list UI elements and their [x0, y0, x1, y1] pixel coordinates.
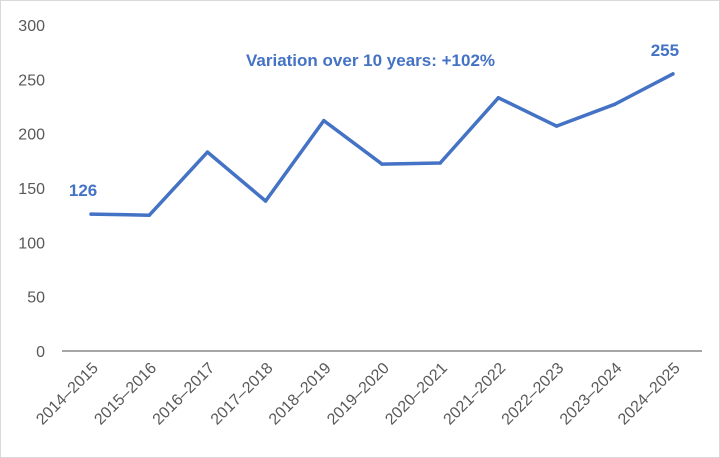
x-tick-label: 2020–2021: [382, 360, 451, 429]
data-label: 255: [651, 41, 679, 60]
x-tick-label: 2014–2015: [33, 360, 102, 429]
y-tick-label: 250: [18, 72, 45, 89]
x-tick-label: 2018–2019: [266, 360, 335, 429]
data-point: [322, 118, 326, 123]
y-tick-label: 300: [18, 18, 45, 35]
x-tick-label: 2016–2017: [150, 360, 219, 429]
data-point: [89, 212, 93, 216]
y-axis-ticks: 0 50 100 150 200 250 300: [18, 18, 45, 361]
x-tick-label: 2022–2023: [499, 360, 568, 429]
y-tick-label: 200: [18, 127, 45, 144]
y-tick-label: 50: [27, 290, 45, 307]
data-points: [89, 72, 675, 217]
x-tick-label: 2024–2025: [615, 360, 684, 429]
y-tick-label: 0: [36, 344, 45, 361]
x-tick-label: 2019–2020: [324, 360, 393, 429]
data-label: 126: [69, 181, 97, 200]
data-labels: 126 255: [69, 41, 679, 200]
x-tick-label: 2017–2018: [208, 360, 277, 429]
data-point: [496, 96, 501, 100]
data-point: [671, 72, 675, 76]
x-axis-ticks: 2014–20152015–20162016–20172017–20182018…: [33, 360, 684, 429]
x-tick-label: 2015–2016: [91, 360, 160, 429]
series-line: [89, 72, 675, 217]
data-point: [263, 199, 268, 203]
data-point: [438, 161, 442, 165]
data-point: [554, 124, 559, 128]
data-point: [612, 102, 617, 107]
data-point: [380, 162, 384, 166]
x-tick-label: 2021–2022: [441, 360, 510, 429]
variation-annotation: Variation over 10 years: +102%: [246, 51, 495, 70]
data-point: [147, 213, 152, 217]
y-tick-label: 150: [18, 181, 45, 198]
y-tick-label: 100: [18, 235, 45, 252]
x-tick-label: 2023–2024: [557, 360, 626, 429]
data-point: [205, 150, 210, 154]
